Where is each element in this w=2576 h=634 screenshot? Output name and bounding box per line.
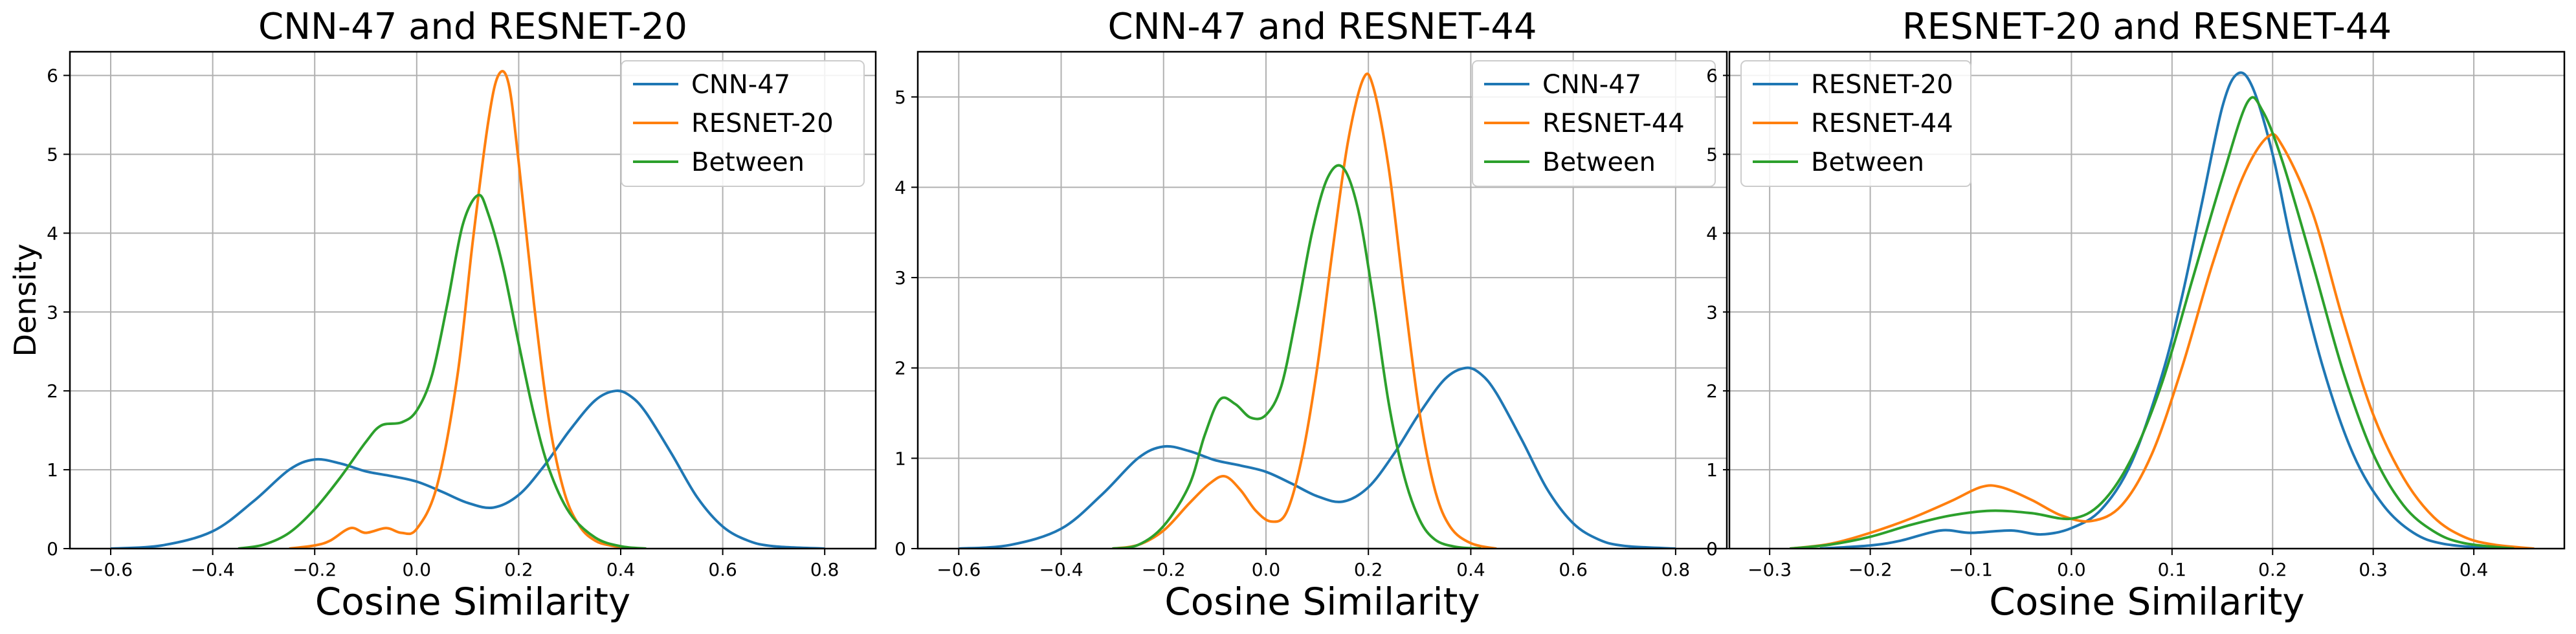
legend-box <box>621 60 865 187</box>
x-tick-label: −0.2 <box>1849 559 1893 580</box>
x-tick-label: 0.6 <box>708 559 737 580</box>
x-tick-label: 0.4 <box>2459 559 2489 580</box>
x-axis-label: Cosine Similarity <box>1164 580 1480 624</box>
x-tick-label: −0.4 <box>191 559 235 580</box>
legend: RESNET-20 RESNET-44 Between <box>1740 60 1971 187</box>
y-tick-label: 5 <box>1706 144 1718 165</box>
series-line-between <box>238 193 647 549</box>
y-axis-label: Density <box>8 244 43 357</box>
y-tick-label: 1 <box>894 448 906 469</box>
chart-panel-3: −0.3 −0.2 −0.1 0.0 0.1 0.2 0.3 0.4 0 1 2 3 4 5 6 RESNET… <box>1706 6 2566 624</box>
y-tick-label: 1 <box>47 459 58 481</box>
chart-title: CNN-47 and RESNET-20 <box>258 6 687 48</box>
x-tick-label: −0.2 <box>293 559 337 580</box>
x-tick-label: −0.4 <box>1039 559 1083 580</box>
y-tick-label: 3 <box>1706 301 1718 323</box>
y-tick-label: 0 <box>47 538 58 560</box>
series-line-resnet-44 <box>1112 72 1497 549</box>
x-axis-label: Cosine Similarity <box>315 580 630 624</box>
y-tick-label: 4 <box>1706 223 1718 244</box>
y-tick-label: 4 <box>47 223 58 244</box>
x-tick-label: 0.0 <box>403 559 432 580</box>
x-tick-label: 0.2 <box>2258 559 2287 580</box>
chart-title: CNN-47 and RESNET-44 <box>1108 6 1537 48</box>
legend-label: Between <box>691 148 805 177</box>
series-line-cnn-47 <box>110 389 825 549</box>
y-tick-label: 2 <box>1706 380 1718 402</box>
legend-box <box>1472 60 1716 187</box>
x-tick-label: 0.6 <box>1559 559 1588 580</box>
chart-title: RESNET-20 and RESNET-44 <box>1902 6 2392 48</box>
legend-label: RESNET-44 <box>1542 109 1685 138</box>
y-tick-label: 5 <box>47 144 58 165</box>
plot-frame <box>69 50 877 550</box>
legend-label: RESNET-20 <box>1811 70 1953 100</box>
x-tick-label: 0.3 <box>2359 559 2388 580</box>
y-tick-label: 3 <box>47 301 58 323</box>
plot-frame <box>1728 50 2566 550</box>
y-tick-label: 4 <box>894 177 906 198</box>
y-tick-label: 6 <box>47 65 58 87</box>
legend-box <box>1740 60 1971 187</box>
x-tick-label: −0.3 <box>1748 559 1792 580</box>
x-tick-label: 0.0 <box>2057 559 2086 580</box>
chart-panel-1: −0.6 −0.4 −0.2 0.0 0.2 0.4 0.6 0.8 0 1 2 3 4 5 6 CNN-47… <box>8 6 877 624</box>
x-tick-label: 0.2 <box>504 559 533 580</box>
y-tick-label: 3 <box>894 267 906 289</box>
x-tick-label: −0.6 <box>937 559 981 580</box>
legend: CNN-47 RESNET-44 Between <box>1472 60 1716 187</box>
x-axis-label: Cosine Similarity <box>1989 580 2304 624</box>
x-tick-label: −0.6 <box>89 559 133 580</box>
x-tick-label: 0.8 <box>810 559 839 580</box>
series-line-resnet-20 <box>1819 71 2494 549</box>
legend-label: CNN-47 <box>691 70 790 100</box>
legend-label: RESNET-44 <box>1811 109 1953 138</box>
x-tick-label: 0.4 <box>606 559 636 580</box>
y-tick-label: 2 <box>894 358 906 379</box>
y-tick-label: 5 <box>894 87 906 108</box>
x-tick-label: 0.2 <box>1354 559 1383 580</box>
legend-label: Between <box>1811 148 1924 177</box>
series-line-resnet-20 <box>289 70 632 549</box>
y-tick-label: 0 <box>1706 538 1718 560</box>
legend-label: Between <box>1542 148 1656 177</box>
y-tick-label: 0 <box>894 538 906 560</box>
y-tick-label: 1 <box>1706 459 1718 481</box>
legend-label: CNN-47 <box>1542 70 1641 100</box>
x-tick-label: −0.1 <box>1949 559 1993 580</box>
x-tick-label: −0.2 <box>1142 559 1186 580</box>
y-tick-label: 6 <box>1706 65 1718 87</box>
x-tick-label: 0.4 <box>1456 559 1485 580</box>
x-tick-label: 0.1 <box>2158 559 2187 580</box>
legend: CNN-47 RESNET-20 Between <box>621 60 865 187</box>
series-line-resnet-44 <box>1790 133 2535 549</box>
legend-label: RESNET-20 <box>691 109 834 138</box>
x-tick-label: 0.8 <box>1661 559 1691 580</box>
series-line-cnn-47 <box>959 366 1676 549</box>
chart-panel-2: −0.6 −0.4 −0.2 0.0 0.2 0.4 0.6 0.8 0 1 2 3 4 5 CNN-47 … <box>894 6 1728 624</box>
plot-frame <box>916 50 1728 550</box>
y-tick-label: 2 <box>47 380 58 402</box>
series-line-between <box>1112 164 1482 549</box>
series-line-between <box>1790 96 2515 549</box>
x-tick-label: 0.0 <box>1252 559 1281 580</box>
